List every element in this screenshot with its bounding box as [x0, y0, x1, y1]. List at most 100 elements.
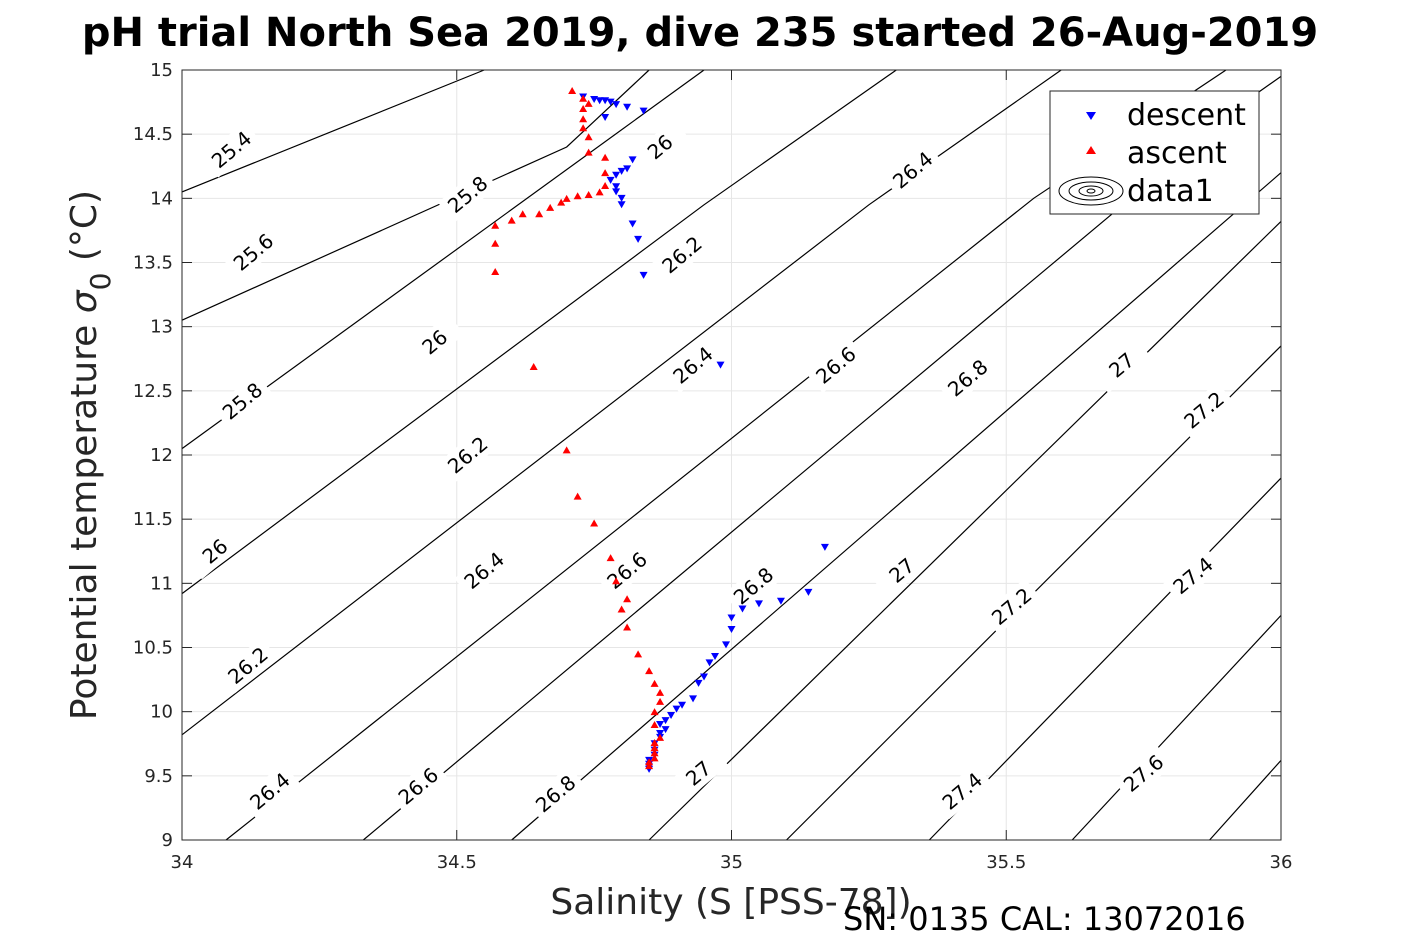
- y-tick-label: 10.5: [133, 638, 173, 659]
- isopycnal-line: [181, 69, 650, 321]
- isopycnal-label-background: [806, 337, 866, 394]
- ascent-point: [645, 758, 654, 766]
- legend-data1-label: data1: [1127, 174, 1214, 209]
- descent-point: [617, 167, 626, 175]
- ascent-point: [507, 216, 516, 224]
- descent-point: [612, 188, 621, 196]
- isopycnal-label-background: [652, 226, 712, 283]
- ascent-point: [650, 738, 659, 746]
- x-tick-label: 35: [720, 852, 743, 873]
- isopycnal-label-background: [240, 763, 300, 820]
- isopycnal-label-background: [663, 337, 723, 394]
- isopycnal-line: [648, 220, 1282, 841]
- ascent-point: [491, 267, 500, 275]
- ascent-point: [634, 650, 643, 658]
- ascent-point: [617, 605, 626, 613]
- ascent-point: [491, 221, 500, 229]
- descent-point: [694, 679, 703, 687]
- isopycnal-label-background: [630, 119, 690, 175]
- descent-point: [612, 171, 621, 179]
- descent-point: [804, 588, 813, 596]
- y-axis-label-symbol: σ: [64, 289, 105, 313]
- descent-point: [705, 659, 714, 667]
- isopycnal-label-background: [932, 763, 993, 820]
- descent-point: [656, 721, 665, 728]
- ascent-point: [562, 194, 571, 202]
- isopycnal-label-background: [388, 758, 449, 815]
- legend: descent ascent data1: [1049, 90, 1260, 215]
- isopycnal-label-background: [981, 578, 1042, 635]
- descent-point: [606, 98, 615, 106]
- ascent-point: [650, 744, 659, 752]
- x-tick-label: 34: [171, 852, 194, 873]
- ascent-point: [573, 492, 582, 500]
- descent-point: [617, 194, 626, 202]
- descent-point: [639, 107, 648, 115]
- y-tick-label: 14.5: [133, 124, 173, 145]
- y-axis-label-suffix: (°C): [64, 190, 105, 273]
- descent-point: [634, 235, 643, 243]
- y-tick-label: 12: [150, 445, 173, 466]
- x-tick-label: 36: [1270, 852, 1293, 873]
- ascent-point: [645, 667, 654, 675]
- ascent-point: [656, 697, 665, 705]
- isopycnal-label-background: [454, 542, 515, 599]
- isopycnal-line: [181, 69, 1062, 736]
- grid-layer: [182, 70, 1281, 840]
- y-tick-label: 14: [150, 188, 173, 209]
- y-tick-label: 12.5: [133, 381, 173, 402]
- ascent-point: [656, 733, 665, 741]
- descent-point: [727, 626, 736, 634]
- ascent-point: [518, 210, 527, 218]
- descent-point: [700, 673, 709, 681]
- y-tick-label: 13.5: [133, 253, 173, 274]
- isopycnal-line: [511, 172, 1282, 841]
- x-tick-label: 34.5: [437, 852, 477, 873]
- isopycnal-line: [181, 69, 485, 193]
- isopycnal-label-background: [437, 427, 498, 483]
- ascent-point: [579, 105, 588, 112]
- ascent-point: [650, 708, 659, 716]
- descent-point: [661, 717, 670, 725]
- ascent-point: [584, 190, 593, 198]
- y-tick-label: 10: [150, 702, 173, 723]
- ascent-point: [612, 577, 621, 585]
- ascent-point: [601, 169, 610, 177]
- descent-point: [656, 729, 665, 737]
- ascent-point: [568, 87, 577, 95]
- isopycnal-label: 26: [185, 523, 245, 580]
- y-tick-label: 9.5: [144, 766, 173, 787]
- ascent-point: [590, 519, 599, 527]
- tick-layer: 34 34.5 35 35.5 36 9 9.5 10 10.5 11 11.5 12 12.5 13 13…: [133, 60, 1293, 873]
- isopycnal-label: 27: [1091, 337, 1152, 394]
- isopycnal-label-background: [1163, 547, 1223, 604]
- descent-point: [612, 183, 621, 191]
- descent-point: [754, 600, 763, 608]
- ascent-point: [491, 239, 500, 247]
- isopycnal-label-background: [1174, 382, 1234, 439]
- descent-point: [595, 97, 604, 105]
- y-axis-label: Potential temperature σ0 (°C): [64, 190, 117, 720]
- ascent-point: [584, 148, 593, 156]
- isopycnal-line: [181, 69, 705, 450]
- descent-point: [738, 605, 747, 613]
- ascent-point: [579, 115, 588, 123]
- isopycnal-line: [181, 69, 897, 595]
- isopycnal-label-background: [723, 557, 784, 614]
- isopycnal-label-background: [871, 542, 932, 599]
- descent-point: [628, 156, 637, 164]
- isopycnal-label-background: [668, 745, 729, 802]
- descent-point: [606, 176, 615, 184]
- isopycnal-label-background: [525, 765, 586, 822]
- serial-calibration-text: SN: 0135 CAL: 13072016: [843, 900, 1246, 938]
- isopycnal-label-background: [597, 542, 657, 599]
- isopycnal-label-background: [404, 314, 465, 371]
- ascent-point: [557, 198, 566, 206]
- y-tick-label: 13: [150, 317, 173, 338]
- ascent-point: [579, 94, 588, 102]
- ascent-point: [623, 595, 632, 603]
- descent-point: [623, 103, 632, 111]
- x-axis-label: Salinity (S [PSS-78]): [550, 882, 911, 923]
